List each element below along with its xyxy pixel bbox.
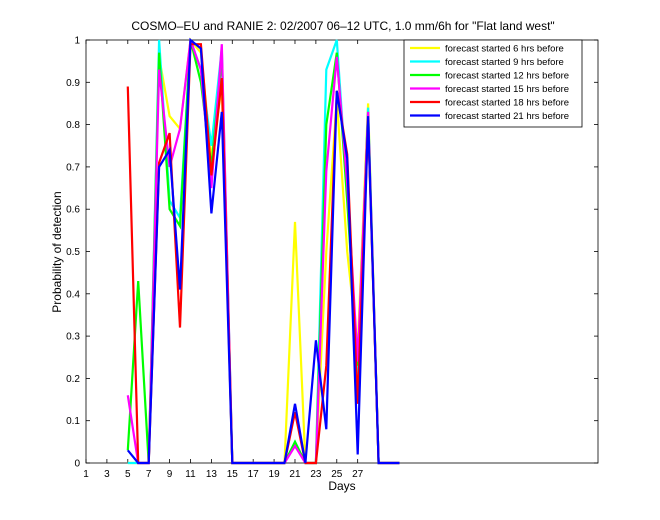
y-tick-label: 0.7 [66,162,80,173]
x-tick-label: 25 [331,469,343,480]
series-line-6 [126,37,400,465]
y-axis: 0 0.1 0.2 0.3 0.4 0.5 0.6 0.7 0.8 0.9 1 [66,36,598,470]
y-tick-label: 0.1 [66,416,80,427]
legend-box [403,39,583,128]
y-axis-label: Probability of detection [50,191,64,312]
x-tick-label: 1 [83,469,89,480]
x-tick-label: 9 [167,469,173,480]
legend-entry-label: forecast started 15 hrs before [445,84,569,95]
chart-title: COSMO–EU and RANIE 2: 02/2007 06–12 UTC,… [131,19,554,33]
legend-entry-label: forecast started 6 hrs before [445,44,564,55]
y-tick-label: 1 [74,36,80,47]
y-tick-label: 0.6 [66,205,80,216]
y-tick-label: 0.4 [66,289,80,300]
y-tick-label: 0.5 [66,247,80,258]
x-axis: 1 3 5 7 9 11 13 15 17 19 21 23 25 27 [83,40,364,480]
legend-items: forecast started 6 hrs before forecast st… [410,44,569,122]
x-tick-label: 15 [227,469,239,480]
y-tick-label: 0.9 [66,78,80,89]
legend-entry-label: forecast started 9 hrs before [445,57,564,68]
legend-entry-label: forecast started 18 hrs before [445,98,569,109]
series-lines [126,37,400,465]
x-tick-label: 27 [352,469,364,480]
x-tick-label: 19 [269,469,281,480]
x-tick-label: 17 [248,469,260,480]
x-tick-label: 23 [310,469,322,480]
x-axis-label: Days [328,479,355,493]
x-tick-label: 21 [289,469,301,480]
x-tick-label: 11 [185,469,196,480]
y-tick-label: 0 [74,459,80,470]
legend-entry-label: forecast started 12 hrs before [445,71,569,82]
y-tick-label: 0.2 [66,374,80,385]
x-tick-label: 13 [206,469,218,480]
y-tick-label: 0.3 [66,332,80,343]
x-tick-label: 3 [104,469,110,480]
legend-entry-label: forecast started 21 hrs before [445,111,569,122]
legend[interactable]: forecast started 6 hrs before forecast st… [403,39,583,128]
y-tick-label: 0.8 [66,120,80,131]
x-tick-label: 7 [146,469,152,480]
x-tick-label: 5 [125,469,131,480]
